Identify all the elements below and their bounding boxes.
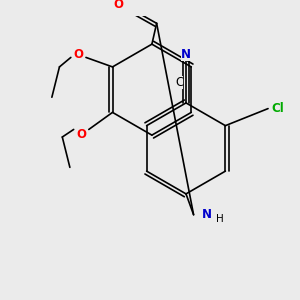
Text: H: H <box>216 214 224 224</box>
Text: O: O <box>74 48 83 61</box>
Text: Cl: Cl <box>272 102 285 115</box>
Text: N: N <box>202 208 212 221</box>
Text: O: O <box>114 0 124 11</box>
Text: C: C <box>175 76 184 88</box>
Text: O: O <box>76 128 86 141</box>
Text: N: N <box>181 48 191 61</box>
